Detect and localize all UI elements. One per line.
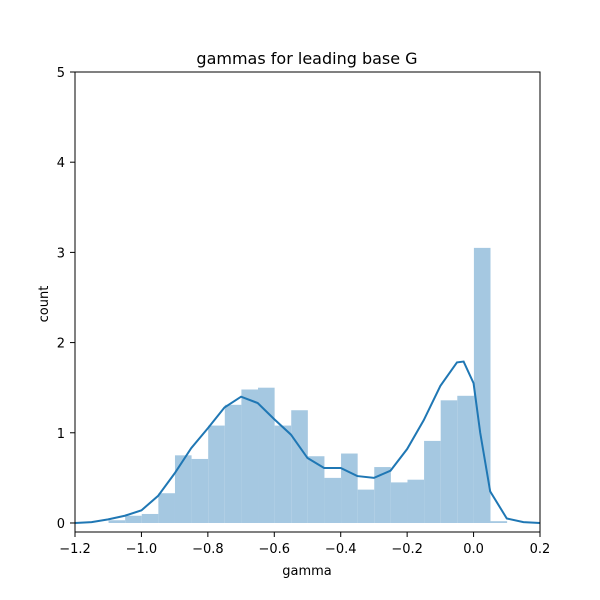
histogram-bar [258,387,275,523]
y-tick-label: 5 [57,66,65,81]
histogram-bar [307,456,325,523]
histogram-bar [125,515,142,523]
x-axis-label: gamma [282,564,332,579]
histogram-bar [390,482,408,523]
histogram-bar [407,479,425,523]
histogram-bar [473,247,491,523]
histogram-bar [191,458,209,523]
histogram-bar [457,395,474,523]
histogram-bar [241,389,259,523]
y-axis-label: count [37,286,52,323]
histogram-bar [158,493,175,523]
histogram-bar [274,425,292,523]
y-axis-ticks: 0 1 2 3 4 5 [57,66,75,532]
histogram-bar [424,440,441,523]
histogram-bar [490,521,508,523]
plot-frame [74,71,541,533]
histogram-bar [108,520,126,523]
x-tick-label: −0.4 [325,542,357,557]
y-tick-label: 2 [57,337,65,352]
y-tick-label: 0 [57,517,65,532]
x-tick-label: −0.2 [391,542,423,557]
y-tick-label: 4 [57,156,65,171]
histogram-bar [208,425,225,523]
histogram-bar [440,400,458,523]
histogram-bar [224,404,242,523]
x-tick-label: −1.2 [59,542,91,557]
y-tick-label: 1 [57,427,65,442]
histogram-bars [108,247,508,523]
histogram-bar [357,489,375,523]
histogram-bar [174,455,192,523]
histogram-bar [291,410,308,523]
histogram-bar [374,467,391,523]
x-tick-label: −1.0 [126,542,158,557]
x-tick-label: 0.2 [530,542,551,557]
kde-line [74,360,541,524]
histogram-bar [141,513,159,523]
x-tick-label: −0.6 [258,542,290,557]
histogram-bar [341,453,358,523]
chart-title: gammas for leading base G [196,49,417,68]
x-axis-ticks: −1.2 −1.0 −0.8 −0.6 −0.4 −0.2 0.0 0.2 [59,532,550,557]
x-tick-label: −0.8 [192,542,224,557]
y-tick-label: 3 [57,246,65,261]
histogram-bar [324,477,342,523]
x-tick-label: 0.0 [463,542,484,557]
